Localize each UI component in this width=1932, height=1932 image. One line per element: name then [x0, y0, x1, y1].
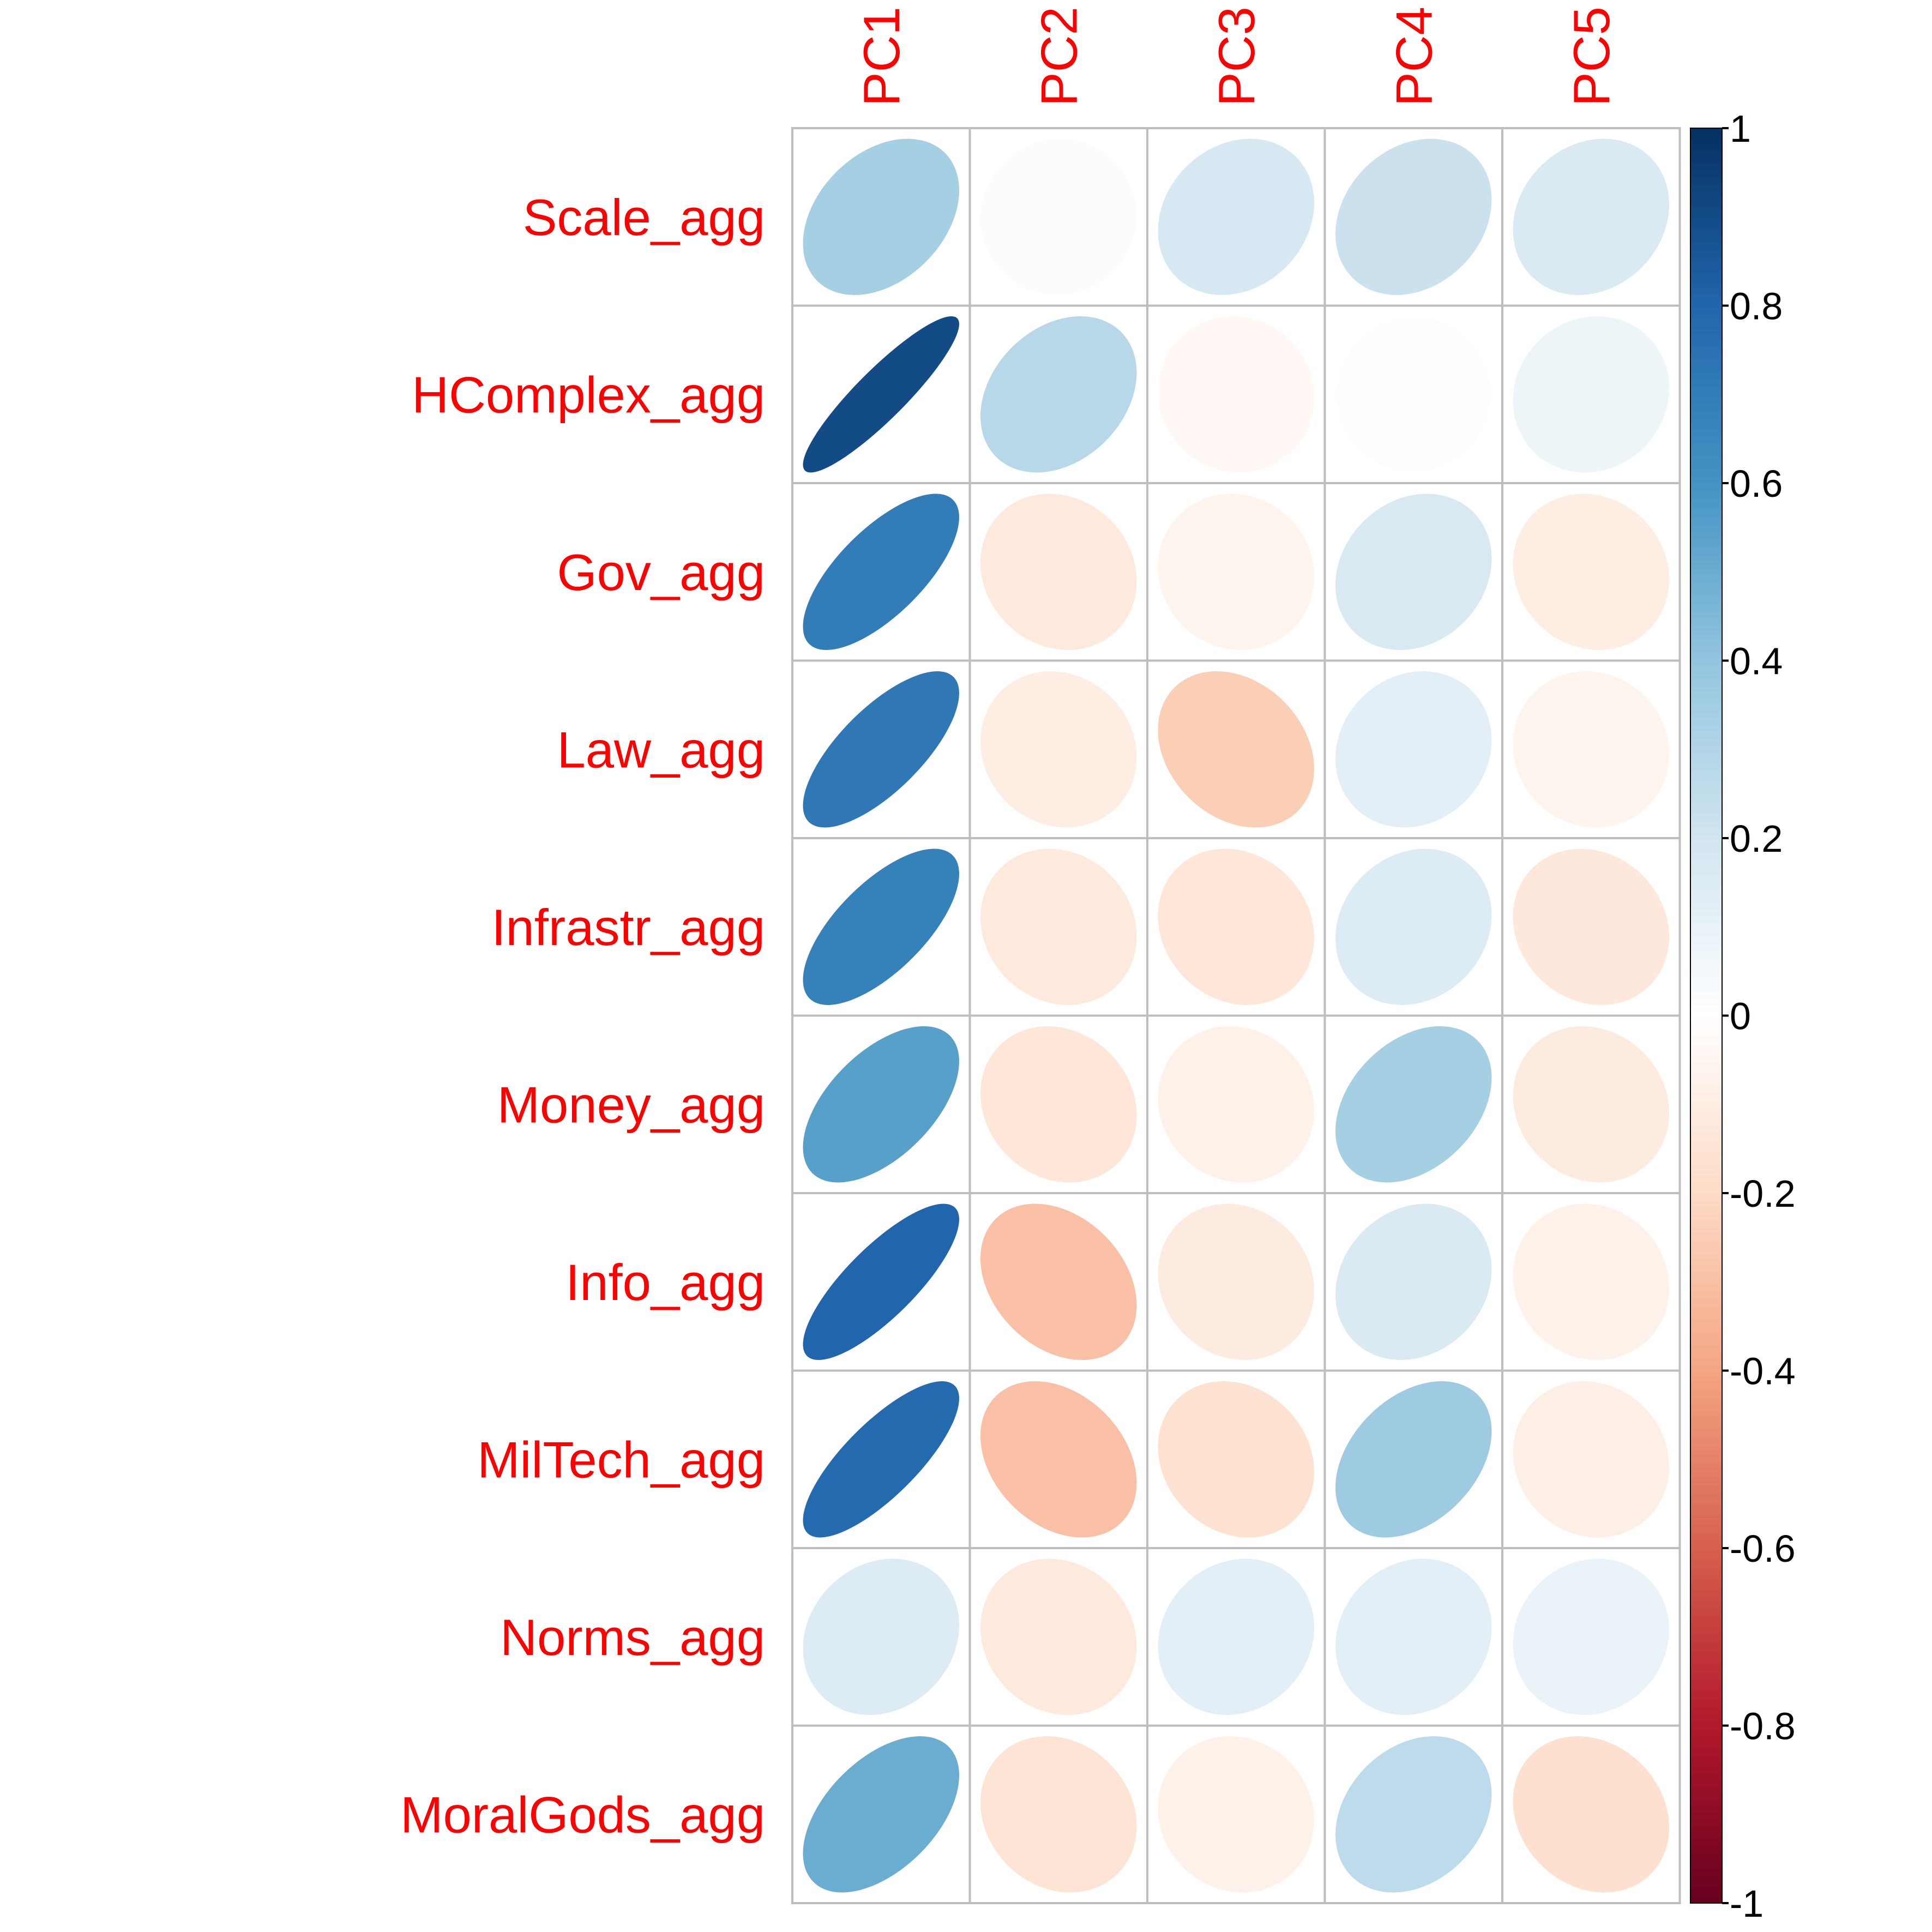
ellipse-Scale_agg-PC3: [1158, 139, 1314, 295]
ellipse-Money_agg-PC3: [1158, 1026, 1314, 1183]
ellipse-Gov_agg-PC1: [803, 493, 959, 650]
row-label-Money_agg: Money_agg: [497, 1076, 765, 1133]
row-label-Norms_agg: Norms_agg: [500, 1609, 765, 1666]
col-label-PC4: PC4: [1385, 7, 1442, 106]
colorbar-tick-label: 0.2: [1730, 817, 1783, 860]
colorbar-tick-label: 1: [1730, 107, 1751, 150]
ellipse-Infrastr_agg-PC1: [803, 848, 959, 1005]
colorbar-tick-label: -0.2: [1730, 1172, 1796, 1215]
ellipse-Infrastr_agg-PC4: [1335, 848, 1492, 1005]
ellipse-Gov_agg-PC4: [1335, 493, 1492, 650]
ellipse-Info_agg-PC3: [1158, 1203, 1314, 1360]
ellipse-HComplex_agg-PC5: [1513, 316, 1669, 473]
ellipse-Gov_agg-PC3: [1158, 493, 1314, 650]
ellipse-Norms_agg-PC1: [803, 1558, 959, 1715]
ellipse-MoralGods_agg-PC2: [980, 1736, 1137, 1893]
colorbar-tick-label: -0.4: [1730, 1350, 1796, 1393]
row-label-Infrastr_agg: Infrastr_agg: [491, 899, 765, 956]
row-label-HComplex_agg: HComplex_agg: [412, 366, 765, 423]
ellipse-Money_agg-PC2: [980, 1026, 1137, 1183]
ellipse-Scale_agg-PC4: [1335, 139, 1492, 295]
ellipse-Gov_agg-PC5: [1513, 493, 1669, 650]
ellipse-Norms_agg-PC3: [1158, 1558, 1314, 1715]
ellipse-MilTech_agg-PC4: [1335, 1381, 1492, 1538]
ellipse-HComplex_agg-PC4: [1335, 316, 1492, 473]
ellipse-HComplex_agg-PC2: [980, 316, 1137, 473]
col-label-PC2: PC2: [1030, 7, 1087, 106]
colorbar-tick-label: 0.8: [1730, 285, 1783, 328]
ellipse-Money_agg-PC5: [1513, 1026, 1669, 1183]
ellipse-Law_agg-PC4: [1335, 671, 1492, 828]
ellipse-MilTech_agg-PC1: [803, 1381, 959, 1538]
ellipse-HComplex_agg-PC1: [803, 316, 959, 473]
col-label-PC3: PC3: [1208, 7, 1265, 106]
col-label-PC1: PC1: [853, 7, 910, 106]
colorbar-tick-label: -1: [1730, 1882, 1764, 1925]
row-label-MilTech_agg: MilTech_agg: [477, 1431, 765, 1488]
ellipse-Info_agg-PC4: [1335, 1203, 1492, 1360]
ellipse-MoralGods_agg-PC3: [1158, 1736, 1314, 1893]
ellipse-MoralGods_agg-PC1: [803, 1736, 959, 1893]
ellipse-MilTech_agg-PC2: [980, 1381, 1137, 1538]
ellipse-Info_agg-PC1: [803, 1203, 959, 1360]
row-label-Scale_agg: Scale_agg: [523, 189, 765, 246]
row-label-MoralGods_agg: MoralGods_agg: [400, 1786, 765, 1843]
row-label-Gov_agg: Gov_agg: [557, 544, 765, 601]
ellipse-Infrastr_agg-PC3: [1158, 848, 1314, 1005]
ellipse-Law_agg-PC5: [1513, 671, 1669, 828]
ellipse-Money_agg-PC4: [1335, 1026, 1492, 1183]
colorbar-tick-label: -0.8: [1730, 1705, 1796, 1748]
colorbar-tick-label: -0.6: [1730, 1527, 1796, 1570]
ellipse-MilTech_agg-PC5: [1513, 1381, 1669, 1538]
ellipse-MilTech_agg-PC3: [1158, 1381, 1314, 1538]
ellipse-Norms_agg-PC4: [1335, 1558, 1492, 1715]
ellipse-Gov_agg-PC2: [980, 493, 1137, 650]
colorbar: [1690, 128, 1722, 1903]
ellipse-Infrastr_agg-PC5: [1513, 848, 1669, 1005]
colorbar-tick-label: 0.4: [1730, 640, 1783, 683]
ellipse-MoralGods_agg-PC5: [1513, 1736, 1669, 1893]
ellipse-Norms_agg-PC5: [1513, 1558, 1669, 1715]
ellipse-Info_agg-PC5: [1513, 1203, 1669, 1360]
ellipse-MoralGods_agg-PC4: [1335, 1736, 1492, 1893]
colorbar-tick-label: 0: [1730, 995, 1751, 1038]
ellipse-Law_agg-PC3: [1158, 671, 1314, 828]
ellipse-Norms_agg-PC2: [980, 1558, 1137, 1715]
ellipse-HComplex_agg-PC3: [1158, 316, 1314, 473]
ellipse-Scale_agg-PC5: [1513, 139, 1669, 295]
ellipse-Scale_agg-PC1: [803, 139, 959, 295]
ellipse-Law_agg-PC1: [803, 671, 959, 828]
row-label-Info_agg: Info_agg: [565, 1254, 765, 1311]
col-label-PC5: PC5: [1563, 7, 1620, 106]
colorbar-tick-label: 0.6: [1730, 462, 1783, 505]
ellipse-Law_agg-PC2: [980, 671, 1137, 828]
row-label-Law_agg: Law_agg: [557, 721, 765, 778]
ellipse-Scale_agg-PC2: [980, 139, 1137, 295]
ellipse-Infrastr_agg-PC2: [980, 848, 1137, 1005]
ellipse-Info_agg-PC2: [980, 1203, 1137, 1360]
ellipse-Money_agg-PC1: [803, 1026, 959, 1183]
